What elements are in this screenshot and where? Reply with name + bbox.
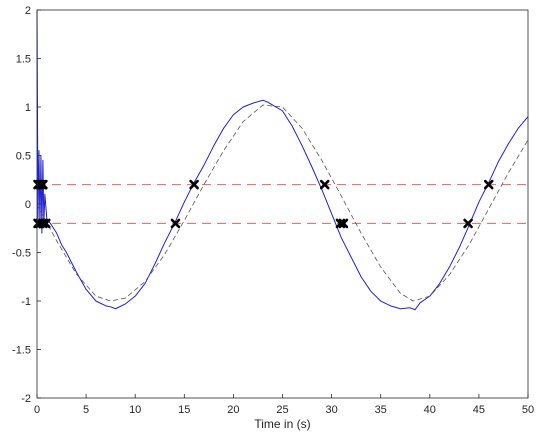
y-tick-label: 2 xyxy=(25,5,31,17)
x-tick-label: 35 xyxy=(375,404,387,416)
crossing-marker xyxy=(463,218,473,229)
y-tick-label: -2 xyxy=(21,393,31,405)
crossing-markers xyxy=(33,179,494,229)
crossing-marker xyxy=(41,218,51,229)
y-tick-label: 0 xyxy=(25,199,31,211)
plot-area-frame xyxy=(36,9,529,399)
threshold-lines xyxy=(37,184,528,224)
x-tick-label: 5 xyxy=(83,404,89,416)
series-group xyxy=(36,9,529,311)
x-tick-label: 0 xyxy=(34,404,40,416)
x-tick-label: 30 xyxy=(325,404,337,416)
x-axis-title: Time in (s) xyxy=(254,417,310,431)
x-tick-label: 50 xyxy=(522,404,534,416)
signal-line xyxy=(36,9,529,311)
y-tick-label: -1.5 xyxy=(12,345,31,357)
x-axis-ticks: 0 5 10 15 20 25 30 35 40 45 50 xyxy=(34,394,534,416)
crossing-marker xyxy=(319,179,330,190)
x-tick-label: 20 xyxy=(227,404,239,416)
y-tick-label: 1 xyxy=(25,102,31,114)
crossing-marker xyxy=(38,179,48,190)
x-tick-label: 25 xyxy=(276,404,288,416)
x-tick-label: 15 xyxy=(178,404,190,416)
crossing-marker xyxy=(338,218,349,229)
y-tick-label: -1 xyxy=(21,296,31,308)
crossing-marker xyxy=(170,218,181,229)
y-tick-label: -0.5 xyxy=(12,248,31,260)
y-tick-label: 0.5 xyxy=(16,151,31,163)
crossing-marker xyxy=(189,179,199,190)
crossing-marker xyxy=(483,179,494,190)
x-tick-label: 10 xyxy=(129,404,141,416)
fitted-curve-line xyxy=(36,104,529,302)
y-tick-label: 1.5 xyxy=(16,54,31,66)
x-tick-label: 40 xyxy=(424,404,436,416)
y-axis-ticks: -2 -1.5 -1 -0.5 0 0.5 1 1.5 2 xyxy=(12,5,41,405)
x-tick-label: 45 xyxy=(473,404,485,416)
